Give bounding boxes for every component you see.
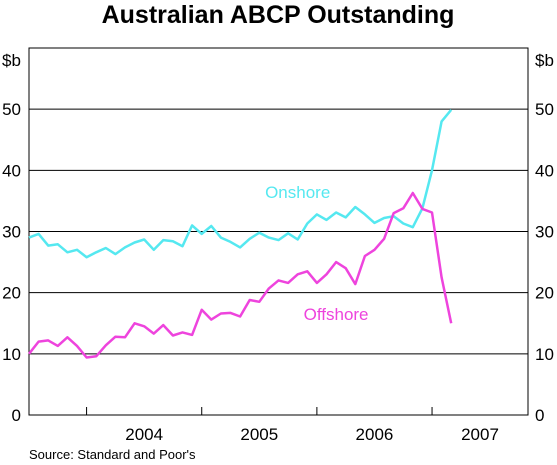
y-tick-label-right: 40 — [535, 161, 554, 180]
y-axis-left-labels: 0 10 20 30 40 50 — [2, 100, 21, 425]
series-line-onshore — [28, 109, 453, 259]
y-tick-label-left: 0 — [12, 406, 21, 425]
y-tick-label-right: 20 — [535, 284, 554, 303]
y-tick-label-left: 30 — [2, 223, 21, 242]
plot-frame — [28, 47, 529, 416]
y-axis-left-unit: $b — [2, 51, 21, 70]
x-year-label: 2006 — [356, 425, 394, 444]
grid-lines — [29, 108, 528, 355]
series-line-offshore — [28, 191, 453, 359]
y-tick-label-right: 0 — [535, 406, 544, 425]
y-tick-label-left: 50 — [2, 100, 21, 119]
y-tick-label-right: 30 — [535, 223, 554, 242]
x-year-label: 2004 — [125, 425, 163, 444]
y-tick-label-left: 20 — [2, 284, 21, 303]
series-label-offshore: Offshore — [304, 305, 369, 324]
chart-title: Australian ABCP Outstanding — [102, 1, 455, 29]
x-axis-year-labels: 2004 2005 2006 2007 — [125, 425, 499, 444]
x-axis-ticks — [86, 407, 433, 415]
y-tick-label-right: 50 — [535, 100, 554, 119]
series-labels: Onshore Offshore — [265, 183, 368, 324]
series-lines — [28, 109, 453, 359]
x-year-label: 2007 — [461, 425, 499, 444]
y-tick-label-right: 10 — [535, 345, 554, 364]
y-tick-label-left: 40 — [2, 161, 21, 180]
y-axis-right-labels: 0 10 20 30 40 50 — [535, 100, 554, 425]
x-year-label: 2005 — [240, 425, 278, 444]
y-tick-label-left: 10 — [2, 345, 21, 364]
y-axis-right-unit: $b — [535, 51, 554, 70]
source-note: Source: Standard and Poor's — [29, 447, 196, 462]
series-label-onshore: Onshore — [265, 183, 330, 202]
